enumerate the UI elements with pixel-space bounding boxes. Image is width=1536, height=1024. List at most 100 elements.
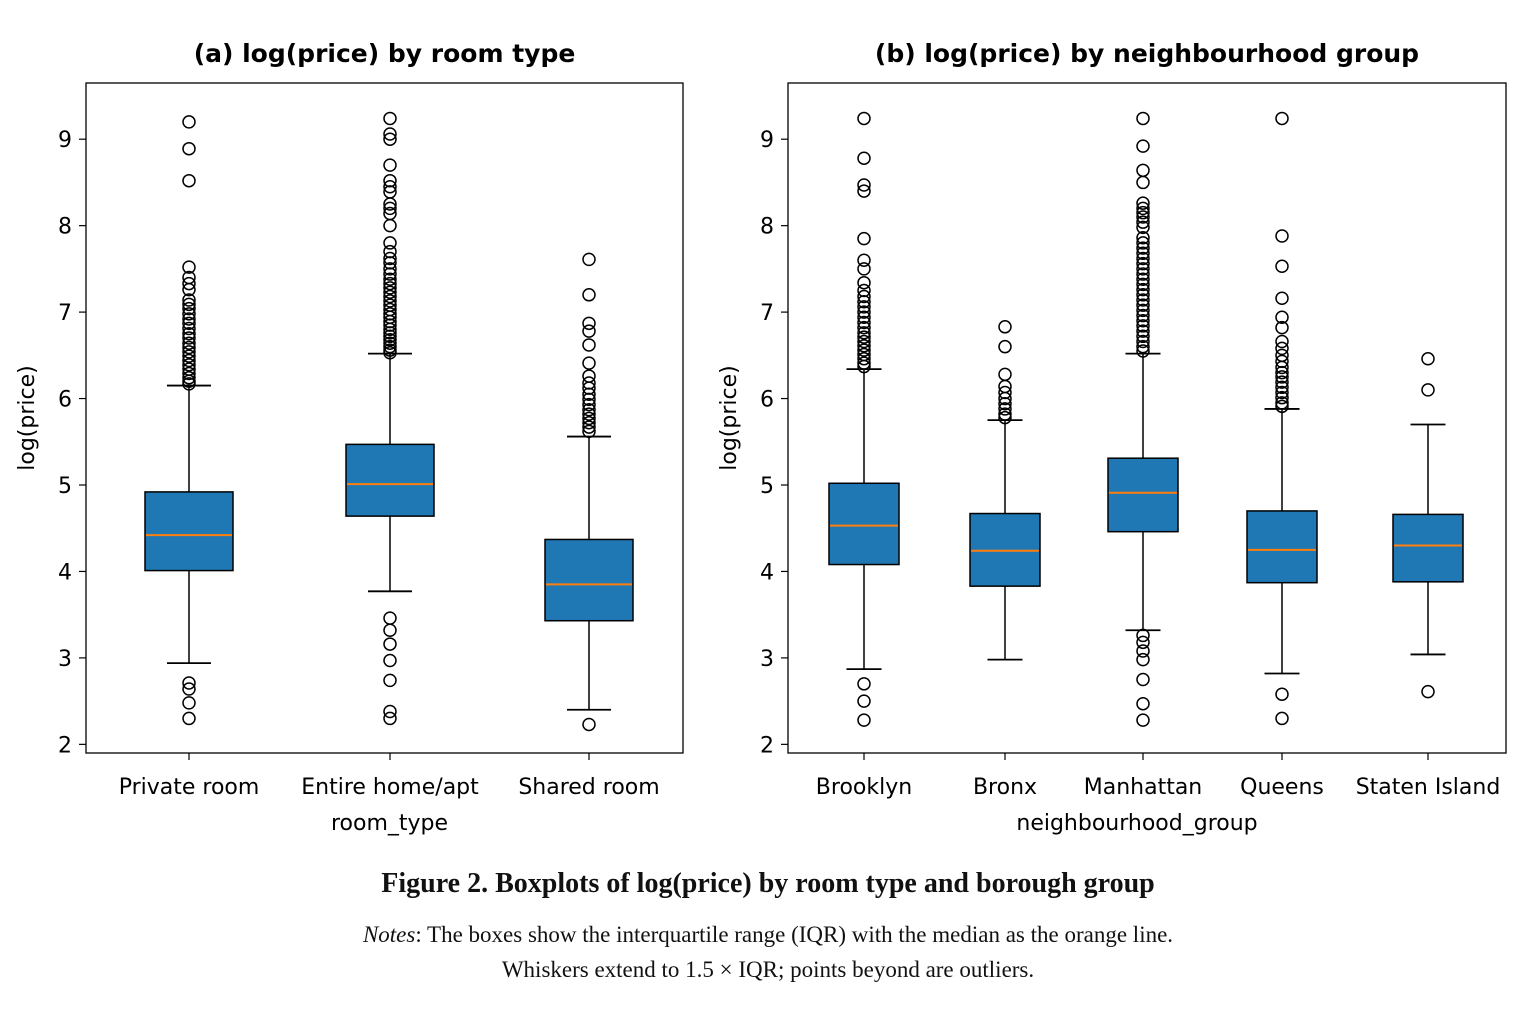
outlier-point <box>383 294 397 308</box>
outlier-point <box>182 371 196 385</box>
outlier-point <box>1136 339 1150 354</box>
outlier-point <box>383 285 397 299</box>
outlier-point <box>383 307 397 321</box>
outlier-point <box>383 218 397 233</box>
figure-canvas: (a) log(price) by room type 2 3 4 5 6 7 8 9 log(p… <box>15 39 1507 836</box>
outlier-point <box>383 267 397 281</box>
outlier-point <box>857 334 871 349</box>
outlier-point <box>1136 272 1150 286</box>
outlier-point <box>182 276 196 291</box>
outlier-point <box>998 402 1012 416</box>
outlier-point <box>582 338 596 352</box>
box-manhattan <box>1107 111 1179 727</box>
y-tick-label: 7 <box>58 301 72 326</box>
panel-a-room-type: (a) log(price) by room type 2 3 4 5 6 7 8 9 log(p… <box>15 39 684 836</box>
outlier-point <box>1275 711 1289 726</box>
notes-text-1: : The boxes show the interquartile range… <box>415 922 1174 947</box>
outlier-point <box>582 381 596 395</box>
outlier-point <box>857 320 871 335</box>
outlier-point <box>182 173 196 188</box>
plot-frame <box>85 82 684 754</box>
outlier-point <box>1275 354 1289 369</box>
y-tick-label: 4 <box>58 560 72 585</box>
outlier-point <box>857 111 871 126</box>
x-axis-label: neighbourhood_group <box>1016 811 1257 836</box>
outlier-point <box>383 704 397 719</box>
outlier-point <box>857 231 871 246</box>
y-tick-label: 9 <box>58 128 72 153</box>
outlier-point <box>857 694 871 708</box>
outlier-point <box>1275 320 1289 335</box>
outlier-point <box>857 343 871 357</box>
outlier-point <box>1136 644 1150 658</box>
outlier-point <box>857 315 871 330</box>
outlier-point <box>1136 175 1150 190</box>
outlier-point <box>1136 267 1150 281</box>
outlier-point <box>1136 230 1150 245</box>
x-axis-label: room_type <box>331 811 448 836</box>
outlier-point <box>857 305 871 319</box>
outlier-point <box>383 289 397 304</box>
outlier-point <box>383 329 397 344</box>
outlier-point <box>383 173 397 188</box>
outlier-point <box>857 310 871 325</box>
box-shared-room <box>544 252 634 732</box>
outlier-point <box>1275 687 1289 701</box>
x-tick-label: Manhattan <box>1084 775 1203 800</box>
outlier-point <box>582 717 596 732</box>
outlier-point <box>998 385 1012 400</box>
outlier-point <box>182 711 196 726</box>
outlier-point <box>383 111 397 126</box>
y-tick-label: 6 <box>760 388 774 413</box>
panel-title: (b) log(price) by neighbourhood group <box>875 39 1419 68</box>
iqr-box <box>1107 457 1179 533</box>
outlier-point <box>182 345 196 359</box>
outlier-point <box>1136 282 1150 297</box>
outlier-point <box>1136 241 1150 255</box>
outlier-point <box>1136 196 1150 210</box>
outlier-point <box>1136 319 1150 333</box>
outlier-point <box>383 256 397 270</box>
y-tick-label: 8 <box>760 215 774 240</box>
outlier-point <box>383 236 397 250</box>
y-tick-label: 6 <box>58 388 72 413</box>
outlier-point <box>857 677 871 691</box>
outlier-point <box>582 288 596 302</box>
outlier-point <box>1136 313 1150 328</box>
outlier-point <box>582 403 596 417</box>
outlier-point <box>383 322 397 337</box>
outlier-point <box>1275 291 1289 306</box>
y-tick-label: 3 <box>760 647 774 672</box>
outlier-point <box>582 407 596 421</box>
x-tick-label: Brooklyn <box>816 775 912 800</box>
outlier-point <box>1421 383 1435 397</box>
x-tick-label: Staten Island <box>1356 775 1501 800</box>
outlier-point <box>1136 288 1150 302</box>
outlier-point <box>582 324 596 338</box>
outlier-point <box>857 713 871 727</box>
outlier-point <box>182 358 196 372</box>
outlier-point <box>1136 246 1150 261</box>
outlier-point <box>1275 380 1289 395</box>
outlier-point <box>182 297 196 312</box>
outlier-point <box>857 253 871 267</box>
iqr-box <box>144 491 234 572</box>
outlier-point <box>582 420 596 434</box>
outlier-point <box>857 359 871 374</box>
outlier-point <box>1275 390 1289 405</box>
outlier-point <box>383 318 397 332</box>
outlier-point <box>383 653 397 668</box>
outlier-point <box>1136 210 1150 224</box>
outlier-point <box>182 696 196 710</box>
box-bronx <box>969 320 1041 661</box>
outlier-point <box>383 333 397 347</box>
outlier-point <box>582 387 596 401</box>
outlier-point <box>1136 163 1150 178</box>
outlier-point <box>582 316 596 331</box>
outlier-point <box>1275 375 1289 389</box>
outlier-point <box>857 283 871 298</box>
outlier-point <box>182 326 196 341</box>
outlier-point <box>857 326 871 340</box>
outlier-point <box>582 416 596 430</box>
outlier-point <box>1136 205 1150 220</box>
